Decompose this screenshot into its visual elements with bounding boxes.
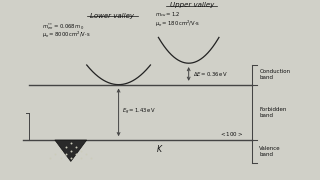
- Text: $<100>$: $<100>$: [219, 130, 243, 138]
- Text: $m_{en}^{**} = 0.068\,m_0$: $m_{en}^{**} = 0.068\,m_0$: [42, 21, 84, 32]
- Text: Upper valley: Upper valley: [170, 3, 214, 8]
- Text: $K$: $K$: [156, 143, 164, 154]
- Polygon shape: [55, 140, 87, 161]
- Text: $\Delta E = 0.36\,\mathrm{eV}$: $\Delta E = 0.36\,\mathrm{eV}$: [194, 70, 228, 78]
- Text: $\mu_n = 8000\,\mathrm{cm}^2/\mathrm{V}{\cdot}\mathrm{s}$: $\mu_n = 8000\,\mathrm{cm}^2/\mathrm{V}{…: [42, 30, 91, 40]
- Text: Lower valley: Lower valley: [90, 13, 134, 19]
- Text: $E_g = 1.43\,\mathrm{eV}$: $E_g = 1.43\,\mathrm{eV}$: [123, 107, 156, 117]
- Text: Valence
band: Valence band: [260, 146, 281, 157]
- Text: $\mu_n = 180\,\mathrm{cm}^2/\mathrm{V}{\cdot}\mathrm{s}$: $\mu_n = 180\,\mathrm{cm}^2/\mathrm{V}{\…: [155, 19, 200, 29]
- Text: Conduction
band: Conduction band: [260, 69, 291, 80]
- Text: $m_{cu} = 1.2$: $m_{cu} = 1.2$: [155, 10, 181, 19]
- Text: Forbidden
band: Forbidden band: [260, 107, 287, 118]
